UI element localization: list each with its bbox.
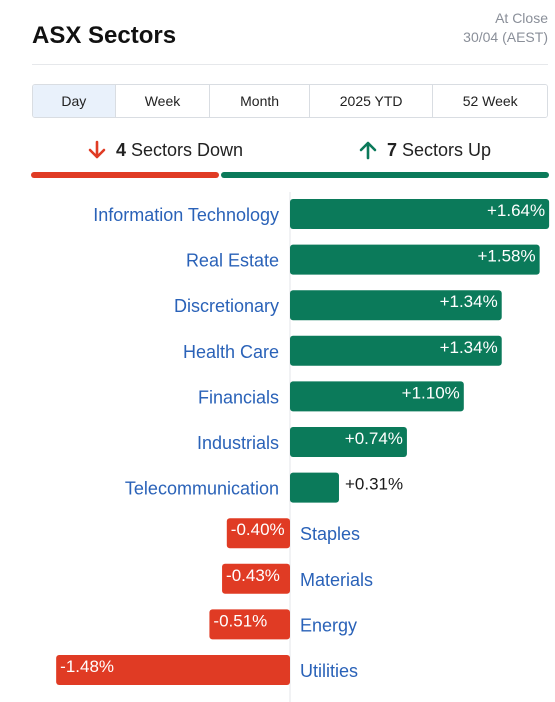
category-label[interactable]: Telecommunication [125,479,279,499]
bar-7[interactable] [226,518,290,549]
bar-10[interactable] [56,655,290,685]
bar-8[interactable] [222,563,290,594]
value-label: +1.64% [487,201,545,220]
category-label[interactable]: Materials [300,570,373,590]
arrow-up-icon [359,141,377,160]
tab-week[interactable]: Week [114,85,210,117]
bar-3[interactable] [290,335,502,366]
bar-4[interactable] [290,381,464,412]
value-label: -0.40% [231,520,285,539]
tab-day[interactable]: Day [33,85,115,117]
value-label: +1.58% [477,247,535,266]
close-time: 30/04 (AEST) [463,29,548,45]
close-label: At Close [495,10,548,26]
value-label: +0.74% [345,429,403,448]
sectors-up-label: Sectors Up [402,139,492,160]
header-divider [32,64,548,65]
category-label[interactable]: Health Care [183,342,279,362]
sectors-up-bar [221,172,549,178]
bar-0[interactable] [290,199,550,229]
category-label[interactable]: Industrials [197,433,279,453]
bar-6[interactable] [290,472,339,503]
tab-2025-ytd[interactable]: 2025 YTD [308,85,433,117]
tab-month[interactable]: Month [209,85,309,117]
sectors-down-bar [31,172,219,178]
value-label: -1.48% [60,657,114,676]
sectors-down-label: Sectors Down [131,139,244,160]
category-label[interactable]: Information Technology [93,205,279,225]
category-label[interactable]: Staples [300,524,360,544]
period-tabs: Day Week Month 2025 YTD 52 Week [32,84,548,118]
category-label[interactable]: Real Estate [186,251,279,271]
bar-9[interactable] [209,609,290,640]
tab-52-week[interactable]: 52 Week [432,85,547,117]
value-label: -0.51% [213,611,267,630]
category-label[interactable]: Energy [300,615,357,635]
category-label[interactable]: Financials [198,387,279,407]
bar-5[interactable] [290,427,407,457]
sectors-down-count: 4 [116,139,127,160]
value-label: +1.34% [440,292,498,311]
bar-2[interactable] [290,290,502,321]
close-info: At Close 30/04 (AEST) [463,9,548,47]
page-title: ASX Sectors [32,22,177,49]
category-label[interactable]: Utilities [300,661,358,681]
arrow-down-icon [88,140,106,159]
sectors-down-summary: 4 Sectors Down [86,138,243,162]
category-label[interactable]: Discretionary [174,296,279,316]
sectors-up-summary: 7 Sectors Up [357,138,491,162]
sector-bar-chart: Information Technology +1.64% Real Estate +… [56,192,550,702]
value-label: +1.34% [440,338,498,357]
value-label: -0.43% [226,566,280,585]
bar-1[interactable] [290,244,540,275]
value-label: +0.31% [345,475,403,494]
value-label: +1.10% [402,383,460,402]
sectors-up-count: 7 [387,139,398,160]
